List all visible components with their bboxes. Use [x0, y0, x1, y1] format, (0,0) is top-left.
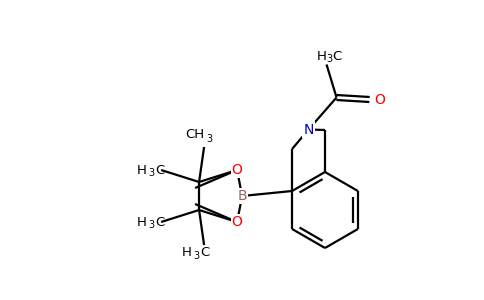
Text: 3: 3: [148, 168, 154, 178]
Text: H: H: [137, 164, 147, 176]
Text: O: O: [375, 92, 385, 106]
Text: 3: 3: [327, 55, 333, 64]
Text: O: O: [232, 215, 242, 229]
Text: H: H: [182, 247, 192, 260]
Text: C: C: [333, 50, 342, 63]
Text: 3: 3: [148, 220, 154, 230]
Text: 3: 3: [193, 251, 199, 261]
Text: CH: CH: [185, 128, 204, 141]
Text: N: N: [303, 122, 314, 136]
Text: H: H: [137, 215, 147, 229]
Text: H: H: [317, 50, 327, 63]
Text: B: B: [237, 189, 247, 203]
Text: C: C: [155, 164, 165, 176]
Text: C: C: [155, 215, 165, 229]
Text: 3: 3: [206, 134, 212, 144]
Text: O: O: [232, 163, 242, 177]
Text: C: C: [200, 247, 210, 260]
